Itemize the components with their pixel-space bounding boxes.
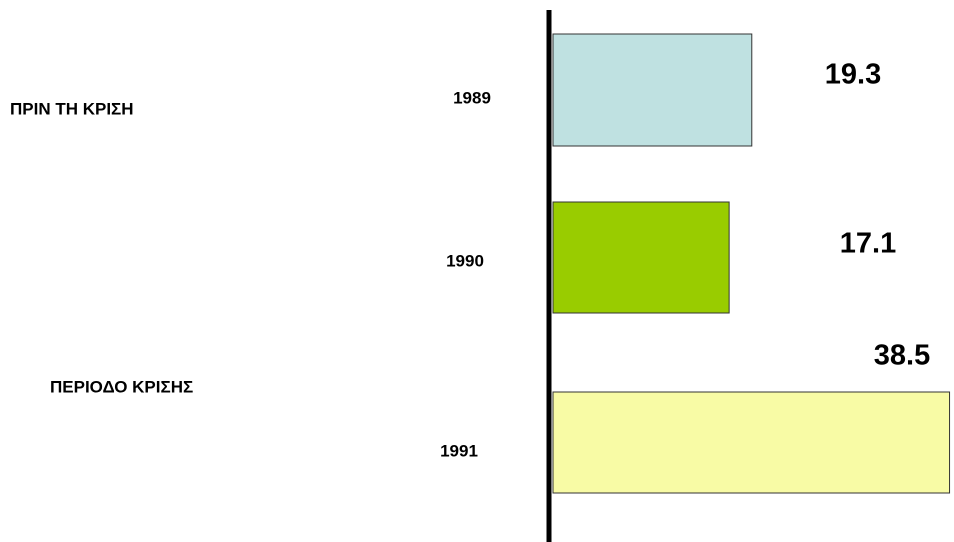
bar [552, 391, 951, 494]
annotation: ΠΡΙΝ ΤΗ ΚΡΙΣΗ [10, 99, 134, 118]
annotation: ΠΕΡΙΟΔΟ ΚΡΙΣΗΣ [50, 377, 193, 396]
category-label: 1991 [440, 441, 478, 460]
category-label: 1990 [446, 251, 484, 270]
bar [552, 33, 753, 147]
bar [552, 201, 730, 314]
value-label: 17.1 [840, 228, 896, 260]
value-label: 19.3 [825, 59, 881, 91]
category-label: 1989 [453, 88, 491, 107]
value-label: 38.5 [874, 340, 930, 372]
